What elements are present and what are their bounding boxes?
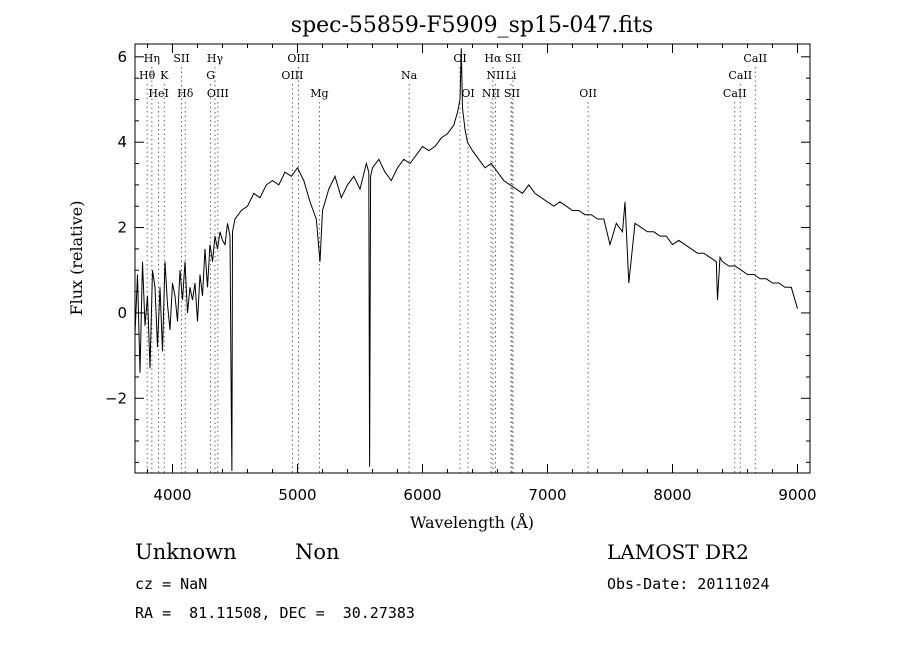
x-tick-label: 5000	[278, 486, 316, 504]
line-label-18: Li	[506, 69, 517, 82]
y-tick-label: 6	[117, 48, 127, 66]
line-label-5: Hδ	[177, 87, 194, 100]
line-label-0: Hη	[144, 52, 160, 65]
y-tick-label: −2	[105, 389, 127, 407]
spectrum-line	[134, 48, 798, 471]
line-label-24: CaII	[723, 87, 747, 100]
line-label-12: Na	[401, 69, 418, 82]
plot-frame	[134, 43, 811, 474]
line-label-1: Hθ	[139, 69, 156, 82]
line-label-15: Hα	[484, 52, 502, 65]
x-tick-label: 4000	[153, 486, 191, 504]
line-label-20: SII	[504, 87, 520, 100]
x-tick-label: 6000	[403, 486, 441, 504]
line-label-10: OIII	[281, 69, 303, 82]
line-label-13: OI	[453, 52, 466, 65]
line-label-21: OII	[579, 87, 597, 100]
line-label-7: G	[206, 69, 215, 82]
line-label-23: CaII	[728, 69, 752, 82]
spectral-line-markers	[146, 67, 756, 473]
line-label-11: Mg	[310, 87, 328, 100]
y-axis: −2 0 2 4 6	[105, 48, 810, 463]
line-label-4: SII	[173, 52, 189, 65]
line-label-16: SII	[505, 52, 521, 65]
x-axis-label: Wavelength (Å)	[410, 512, 534, 532]
x-tick-label: 7000	[528, 486, 566, 504]
x-tick-label: 9000	[778, 486, 816, 504]
object-class: Unknown	[135, 540, 237, 564]
line-label-14: OI	[461, 87, 474, 100]
y-axis-label: Flux (relative)	[67, 201, 86, 316]
y-tick-label: 2	[117, 219, 127, 237]
redshift-cz: cz = NaN	[135, 575, 208, 593]
line-label-2: K	[160, 69, 169, 82]
x-tick-label: 8000	[653, 486, 691, 504]
x-axis: 4000 5000 6000 7000 8000 9000	[147, 44, 817, 504]
line-label-22: CaII	[743, 52, 767, 65]
object-subclass: Non	[295, 540, 340, 564]
observation-date: Obs-Date: 20111024	[607, 575, 770, 593]
ra-dec-coordinates: RA = 81.11508, DEC = 30.27383	[135, 604, 415, 622]
survey-name: LAMOST DR2	[607, 540, 749, 564]
chart-title: spec-55859-F5909_sp15-047.fits	[291, 13, 653, 38]
line-label-6: Hγ	[207, 52, 224, 65]
y-tick-label: 4	[117, 133, 127, 151]
line-label-17: NII	[486, 69, 504, 82]
line-label-9: OIII	[287, 52, 309, 65]
line-label-19: NII	[482, 87, 500, 100]
y-tick-label: 0	[117, 304, 127, 322]
line-label-8: OIII	[207, 87, 229, 100]
line-label-3: HeI	[148, 87, 168, 100]
